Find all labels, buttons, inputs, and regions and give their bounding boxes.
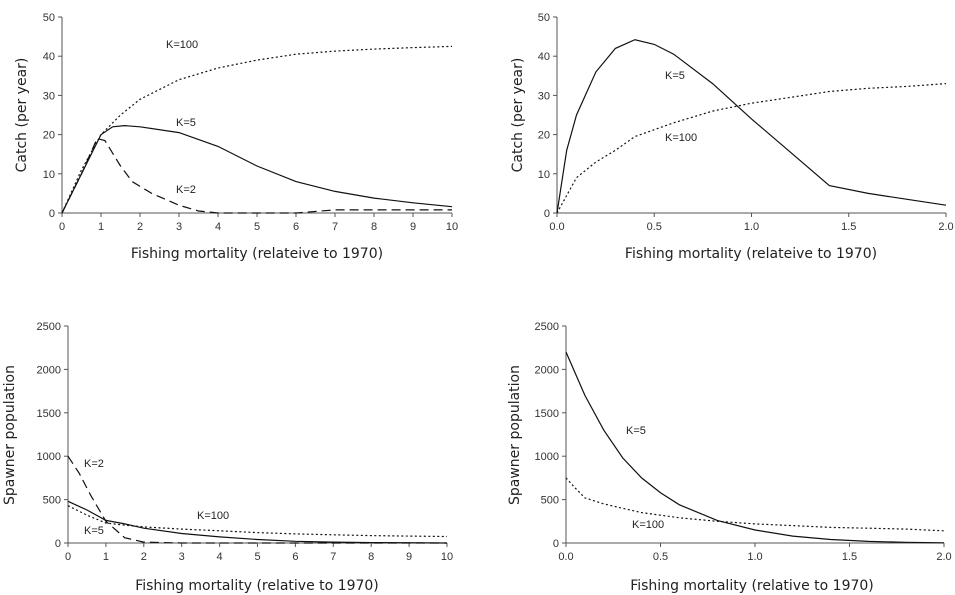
y-tick-label: 30: [538, 90, 550, 102]
y-tick-label: 50: [538, 12, 550, 24]
series-line-k2: [61, 137, 452, 214]
y-tick-label: 10: [43, 169, 55, 181]
x-tick-label: 1: [98, 221, 104, 233]
x-tick-label: 10: [446, 221, 458, 233]
series-annotation: K=100: [632, 519, 664, 531]
x-tick-label: 1.5: [841, 221, 856, 233]
x-tick-label: 3: [176, 221, 182, 233]
x-tick-label: 0.5: [647, 221, 662, 233]
x-tick-label: 0: [65, 551, 71, 563]
x-tick-label: 9: [410, 221, 416, 233]
y-tick-label: 10: [538, 169, 550, 181]
y-tick-label: 1000: [37, 451, 61, 463]
y-axis-label: Spawner population: [2, 365, 18, 505]
x-axis-label: Fishing mortality (relateive to 1970): [131, 246, 383, 262]
y-tick-label: 20: [538, 130, 550, 142]
x-tick-label: 3: [179, 551, 185, 563]
y-tick-label: 30: [43, 90, 55, 102]
y-tick-label: 0: [553, 538, 559, 550]
y-tick-label: 0: [544, 208, 550, 220]
y-tick-label: 2000: [535, 364, 559, 376]
x-axis-label: Fishing mortality (relative to 1970): [630, 578, 874, 594]
x-tick-label: 6: [292, 551, 298, 563]
x-tick-label: 1: [103, 551, 109, 563]
series-annotation: K=100: [665, 132, 697, 144]
series-line-k5: [61, 124, 453, 214]
x-tick-label: 1.0: [747, 551, 762, 563]
x-tick-label: 5: [254, 551, 260, 563]
y-tick-label: 0: [55, 538, 61, 550]
series-line-k100: [61, 45, 453, 214]
series-line-k2: [67, 455, 447, 544]
x-tick-label: 0.0: [549, 221, 564, 233]
series-line-k100: [565, 477, 945, 532]
x-tick-label: 8: [371, 221, 377, 233]
x-tick-label: 6: [293, 221, 299, 233]
x-axis-label: Fishing mortality (relateive to 1970): [625, 246, 877, 262]
y-tick-label: 0: [49, 208, 55, 220]
x-tick-label: 2: [137, 221, 143, 233]
y-tick-label: 500: [43, 495, 61, 507]
y-tick-label: 40: [43, 51, 55, 63]
x-tick-label: 7: [332, 221, 338, 233]
y-axis-label: Catch (per year): [14, 58, 30, 173]
series-line-k100: [67, 505, 448, 538]
x-tick-label: 0.0: [558, 551, 573, 563]
series-line-k5: [565, 351, 945, 544]
series-annotation: K=100: [166, 39, 198, 51]
x-tick-label: 7: [330, 551, 336, 563]
x-tick-label: 0: [59, 221, 65, 233]
series-annotation: K=2: [176, 184, 196, 196]
y-tick-label: 1500: [535, 408, 559, 420]
y-tick-label: 2500: [37, 321, 61, 333]
x-tick-label: 5: [254, 221, 260, 233]
series-line-k100: [556, 83, 947, 214]
y-tick-label: 2000: [37, 364, 61, 376]
y-tick-label: 40: [538, 51, 550, 63]
x-tick-label: 0.5: [653, 551, 668, 563]
series-annotation: K=5: [626, 425, 646, 437]
x-tick-label: 4: [217, 551, 223, 563]
series-line-k5: [67, 500, 448, 544]
y-tick-label: 20: [43, 130, 55, 142]
x-tick-label: 10: [441, 551, 453, 563]
series-annotation: K=5: [84, 525, 104, 537]
y-tick-label: 1500: [37, 408, 61, 420]
x-tick-label: 2.0: [936, 551, 951, 563]
y-tick-label: 50: [43, 12, 55, 24]
x-tick-label: 2: [141, 551, 147, 563]
series-annotation: K=100: [197, 510, 229, 522]
x-tick-label: 1.0: [744, 221, 759, 233]
y-tick-label: 1000: [535, 451, 559, 463]
x-tick-label: 4: [215, 221, 221, 233]
series-annotation: K=5: [665, 70, 685, 82]
series-annotation: K=2: [84, 458, 104, 470]
x-tick-label: 9: [406, 551, 412, 563]
y-axis-label: Catch (per year): [510, 58, 526, 173]
y-tick-label: 500: [541, 495, 559, 507]
y-axis-label: Spawner population: [507, 365, 523, 505]
y-tick-label: 2500: [535, 321, 559, 333]
series-line-k5: [556, 39, 947, 214]
x-tick-label: 2.0: [938, 221, 953, 233]
x-axis-label: Fishing mortality (relative to 1970): [135, 578, 379, 594]
x-tick-label: 8: [368, 551, 374, 563]
series-annotation: K=5: [176, 117, 196, 129]
x-tick-label: 1.5: [842, 551, 857, 563]
